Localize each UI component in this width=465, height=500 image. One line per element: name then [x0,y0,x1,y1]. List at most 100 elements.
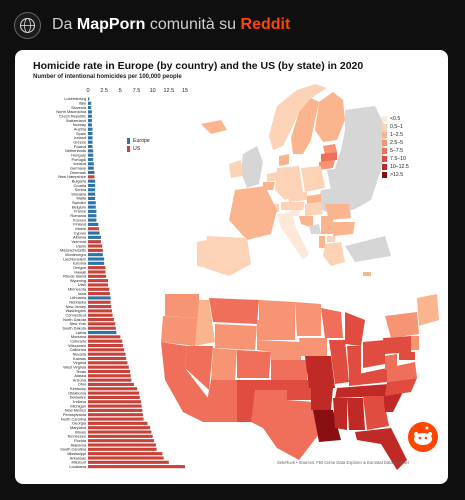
bar-label: Finland [73,222,86,227]
bar-label: Arizona [73,377,87,382]
map-wisconsin [321,308,343,338]
map-west-virginia [385,354,397,370]
bar-label: Austria [74,127,87,132]
bar [88,283,109,287]
bar [88,382,134,387]
map-belarus [327,168,349,190]
map-iowa [299,338,327,356]
map-legend-swatch [382,164,387,170]
bar-label: Sweden [72,200,86,205]
bar-label: Estonia [73,261,87,266]
map-legend-swatch [382,116,387,122]
map-idaho [195,300,215,346]
map-missouri [305,356,335,388]
map-florida [355,428,407,470]
map-greece [323,242,345,266]
map-legend-item: 2.5–5 [382,139,409,147]
bar-label: France [74,209,86,214]
bar-label: Albania [73,235,87,240]
map-finland [315,92,345,142]
map-legend-swatch [382,156,387,162]
map-lithuania [319,160,335,170]
map-south-carolina [383,392,403,412]
map-legend-label: 0.5–1 [390,124,403,130]
bar-label: Wisconsin [68,343,86,348]
bar-label: Slovakia [71,191,87,196]
community-name[interactable]: MapPorn [76,16,146,33]
bar [88,465,185,469]
bar [88,114,92,118]
map-new-jersey [411,336,419,350]
community-avatar[interactable] [14,12,41,39]
bar [88,253,103,257]
map-california [161,342,211,422]
map-south-dakota [257,320,295,340]
map-macedonia [327,236,335,242]
map-legend-label: >12.5 [390,172,404,178]
bar-label: Kentucky [70,386,86,391]
map-kentucky [349,368,387,386]
bar-label: Germany [70,165,86,170]
map-kansas [271,360,307,380]
bar [88,205,96,209]
map-new-england [417,294,439,326]
map-arkansas [311,388,333,410]
map-legend-label: 2.5–5 [390,140,403,146]
post-image-card[interactable]: Homicide rate in Europe (by country) and… [15,50,448,484]
bar-label: Latvia [76,330,87,335]
map-legend-item: >12.5 [382,171,409,179]
bar-label: South Dakota [62,326,86,331]
map-illinois [329,340,349,384]
map-georgia [363,396,389,430]
bar [88,378,132,382]
bar [88,266,106,270]
bar [88,292,110,296]
bar [88,404,142,408]
bar-label: Wyoming [70,278,86,283]
map-sweden [291,98,319,154]
bar-label: Kosovo [73,217,86,222]
bar [88,361,128,365]
bar [88,261,105,265]
map-legend-item: 0.5–1 [382,123,409,131]
bar-label: Italy [79,101,86,106]
reddit-logo-icon [408,422,438,452]
legend-item-us: US [127,145,150,153]
bar-label: Illinois [75,429,86,434]
bar [88,218,97,222]
source-prefix: Da [52,16,73,33]
bar [88,348,125,352]
bar-label: Idaho [76,243,86,248]
bar-label: Montenegro [65,252,86,257]
bar [88,322,116,326]
source-middle: comunità su [149,16,237,33]
bar [88,183,96,188]
bar-label: West Virginia [63,364,87,369]
bar-label: Missouri [72,460,87,465]
site-name[interactable]: Reddit [240,16,291,33]
bar-label: Malta [76,196,86,201]
bar [88,132,93,136]
bar-label: Iceland [73,161,86,166]
map-poland [301,166,325,192]
bar-label: Greece [73,140,86,145]
bar-label: California [70,347,87,352]
map-legend-item: <0.5 [382,115,409,123]
bar [88,188,96,192]
bar [88,343,123,348]
bar [88,408,143,412]
bar-label: Arkansas [70,455,86,460]
bar-label: Alaska [74,373,87,378]
bar-label: Tennessee [67,434,86,439]
bar-label: Georgia [72,421,87,426]
map-colorado [237,350,271,378]
legend-swatch-us [127,146,130,152]
x-tick-label: 12.5 [163,88,174,94]
bar-label: Massachusetts [60,248,86,253]
bar-label: South Carolina [60,447,87,452]
map-slovenia [291,210,301,216]
bar [88,257,105,261]
bar [88,209,97,213]
map-slovakia [307,194,321,204]
bar [88,157,94,162]
